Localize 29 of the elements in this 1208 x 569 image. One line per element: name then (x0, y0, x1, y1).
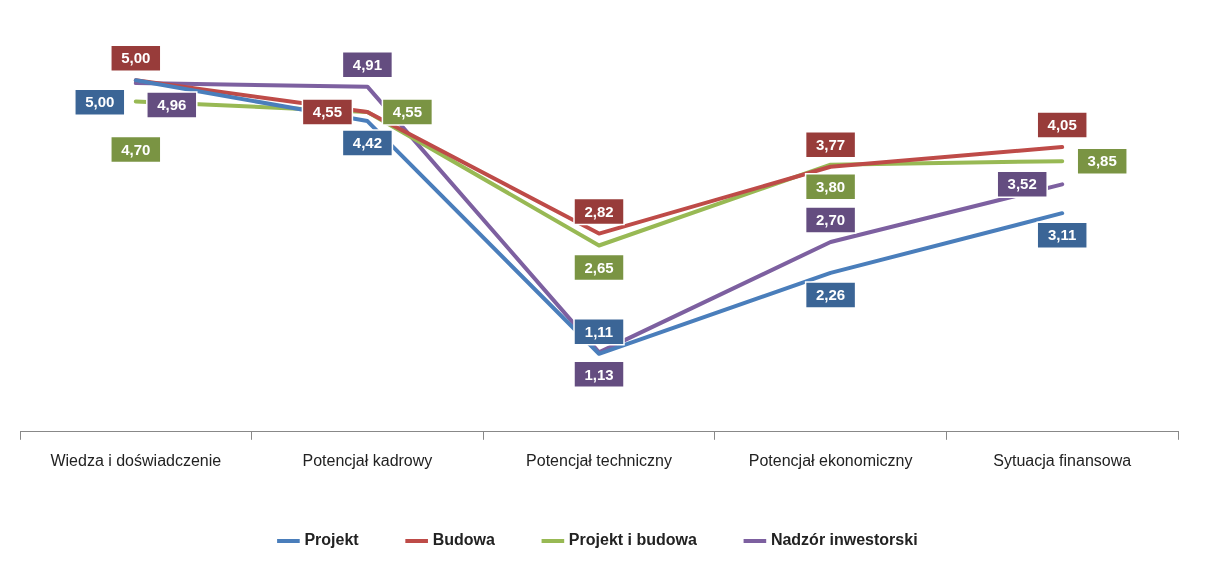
data-label: 3,85 (1087, 152, 1117, 170)
data-label: 2,70 (816, 211, 846, 229)
data-label: 4,55 (392, 103, 422, 121)
data-label: 4,70 (121, 140, 151, 158)
data-label: 3,80 (816, 177, 846, 195)
data-label: 1,13 (584, 365, 614, 383)
legend-label: Projekt (304, 531, 360, 549)
data-label: 4,42 (352, 134, 382, 152)
data-label: 1,11 (584, 322, 614, 340)
data-label: 3,11 (1048, 226, 1077, 244)
data-label: 3,77 (816, 135, 846, 153)
data-label: 2,82 (584, 202, 614, 220)
x-tick-label: Potencjał ekonomiczny (748, 451, 913, 469)
x-tick-label: Sytuacja finansowa (993, 451, 1132, 469)
data-label: 2,65 (584, 258, 614, 276)
legend-label: Projekt i budowa (568, 531, 697, 549)
x-tick-label: Potencjał techniczny (526, 451, 672, 469)
data-label: 4,05 (1047, 116, 1077, 134)
legend-label: Nadzór inwestorski (770, 531, 918, 549)
data-label: 4,96 (157, 96, 187, 114)
x-tick-label: Wiedza i doświadczenie (50, 451, 222, 469)
legend-label: Budowa (432, 531, 495, 549)
data-label: 4,91 (352, 55, 382, 73)
data-label: 5,00 (85, 93, 115, 111)
data-label: 2,26 (816, 286, 846, 304)
data-label: 3,52 (1007, 175, 1037, 193)
data-label: 5,00 (121, 49, 151, 67)
x-tick-label: Potencjał kadrowy (302, 451, 433, 469)
data-label: 4,55 (312, 103, 342, 121)
